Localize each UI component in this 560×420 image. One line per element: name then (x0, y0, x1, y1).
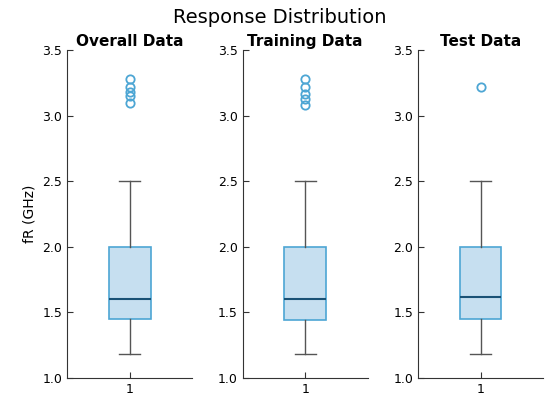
Title: Test Data: Test Data (440, 34, 521, 49)
PathPatch shape (460, 247, 501, 319)
PathPatch shape (284, 247, 326, 320)
Y-axis label: fR (GHz): fR (GHz) (23, 185, 37, 243)
Title: Training Data: Training Data (248, 34, 363, 49)
Title: Overall Data: Overall Data (76, 34, 184, 49)
PathPatch shape (109, 247, 151, 319)
Text: Response Distribution: Response Distribution (173, 8, 387, 27)
